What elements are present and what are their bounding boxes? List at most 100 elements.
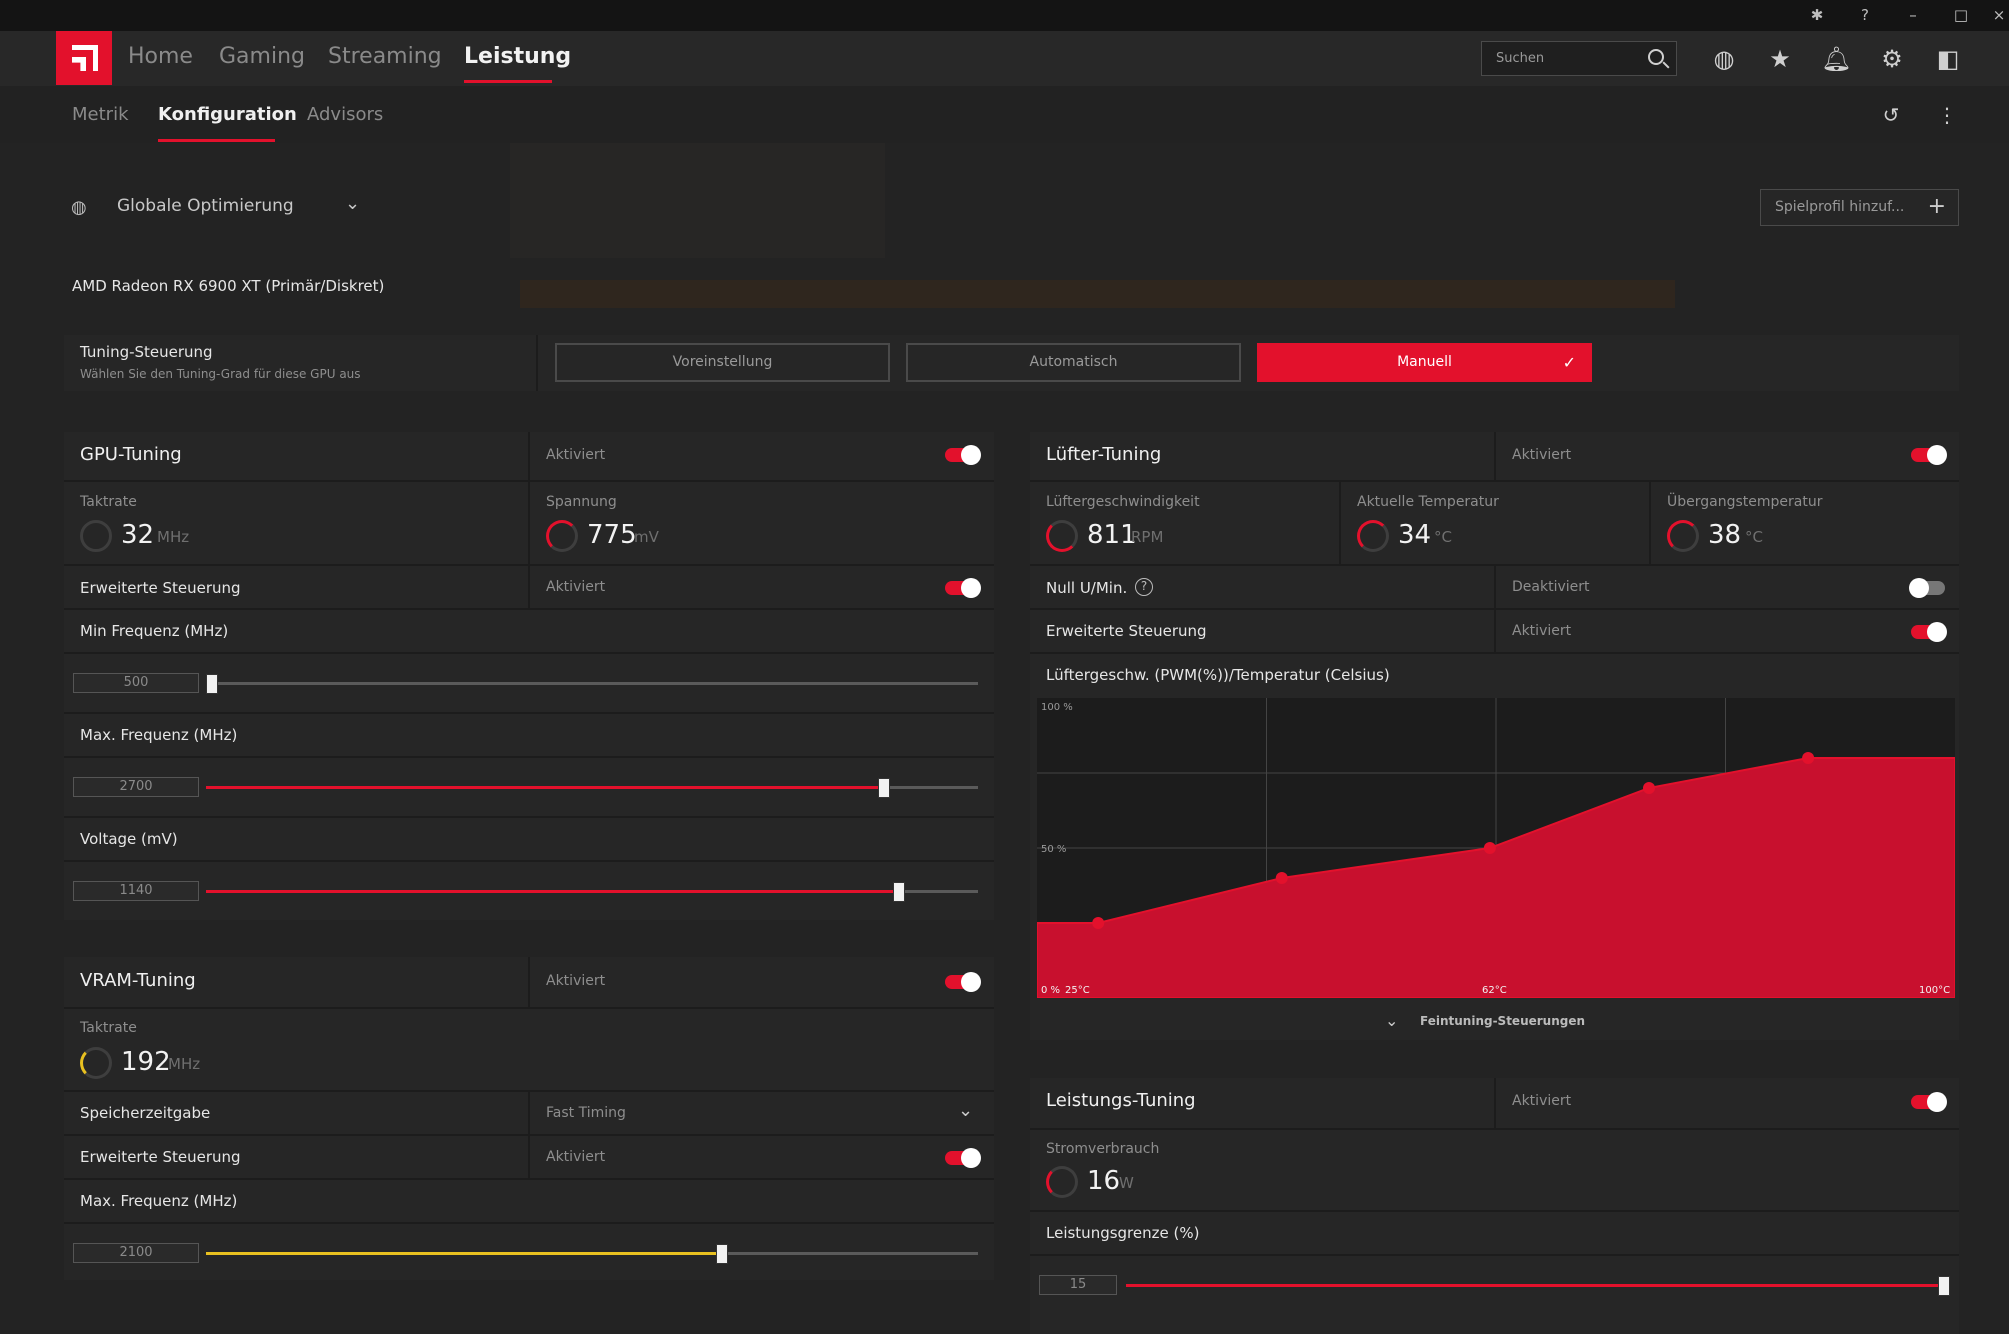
gpu-adv-control-toggle[interactable] [945,578,981,598]
vram-tuning-toggle[interactable] [945,972,981,992]
vram-clock-unit: MHz [168,1055,201,1073]
fine-tune-controls-link[interactable]: Feintuning-Steuerungen [1420,1014,1586,1028]
checkmark-icon: ✓ [1562,353,1576,372]
gpu-tuning-toggle[interactable] [945,445,981,465]
fan-curve-point[interactable] [1275,872,1288,884]
fan-speed-label: Lüftergeschwindigkeit [1046,494,1200,510]
gpu-adv-control-label: Erweiterte Steuerung [80,579,241,597]
chevron-down-icon[interactable]: ⌄ [958,1100,974,1121]
tab-advisors[interactable]: Advisors [307,104,384,125]
power-draw-unit: W [1119,1174,1134,1192]
divider [1030,480,1959,482]
memory-timing-label: Speicherzeitgabe [80,1104,211,1122]
sub-navigation [0,86,2009,143]
chevron-down-icon[interactable]: ⌄ [1385,1011,1399,1030]
tab-konfiguration[interactable]: Konfiguration [158,104,297,125]
divider [1030,1210,1959,1212]
vram-max-freq-slider-thumb[interactable] [715,1244,728,1264]
fan-adv-control-toggle[interactable] [1911,622,1947,642]
fan-curve-point[interactable] [1483,842,1496,854]
fan-curve-svg[interactable]: 100 % 50 % 0 % 25°C 62°C 100°C [1036,698,1956,999]
reset-icon[interactable]: ↺ [1882,103,1900,127]
bell-icon[interactable]: 🔔︎ [1821,45,1852,73]
background-banner-art [510,143,885,258]
close-icon[interactable]: × [1992,6,2006,24]
divider [1030,652,1959,654]
chevron-down-icon[interactable]: ⌄ [345,193,361,214]
fan-curve-points [1092,752,1815,929]
preset-button[interactable]: Voreinstellung [555,343,890,382]
star-icon[interactable]: ★ [1769,45,1791,73]
voltage-slider-thumb[interactable] [893,882,906,902]
nav-leistung[interactable]: Leistung [464,44,572,69]
fan-adv-control-label: Erweiterte Steuerung [1046,622,1207,640]
junction-temp-unit: °C [1745,528,1763,546]
power-tuning-status: Aktiviert [1512,1093,1572,1109]
divider [64,712,994,714]
add-game-profile-button[interactable]: Spielprofil hinzuf... + [1760,189,1959,226]
vram-max-freq-label: Max. Frequenz (MHz) [80,1192,238,1210]
min-freq-slider-thumb[interactable] [206,674,218,694]
max-freq-input[interactable]: 2700 [73,777,199,797]
background-banner-strip [520,280,1675,308]
gpu-clock-unit: MHz [157,528,190,546]
vram-tuning-title: VRAM-Tuning [80,970,196,991]
profile-selector[interactable]: Globale Optimierung [117,196,294,216]
vram-clock-label: Taktrate [80,1020,137,1036]
vram-clock-value: 192 [121,1047,171,1077]
sidebar-toggle-icon[interactable]: ◧ [1936,45,1960,73]
junction-temp-value: 38 [1708,520,1742,550]
power-limit-slider-thumb[interactable] [1938,1276,1950,1296]
junction-temp-gauge [1667,520,1699,552]
fan-speed-unit: RPM [1131,528,1164,546]
divider [1649,482,1651,564]
fan-tuning-toggle[interactable] [1911,445,1947,465]
more-options-icon[interactable]: ⋮ [1937,103,1957,127]
vram-adv-control-toggle[interactable] [945,1148,981,1168]
divider [1030,1254,1959,1256]
maximize-icon[interactable]: □ [1953,6,1969,24]
fan-curve-chart[interactable]: 100 % 50 % 0 % 25°C 62°C 100°C [1036,698,1956,999]
add-game-profile-label: Spielprofil hinzuf... [1775,199,1905,215]
help-icon[interactable]: ? [1861,6,1869,24]
amd-logo[interactable] [56,31,112,85]
y-tick-label-100: 100 % [1041,702,1073,713]
fan-speed-value: 811 [1087,520,1137,550]
divider [64,564,994,566]
max-freq-slider-thumb[interactable] [877,778,890,798]
vram-tuning-status: Aktiviert [546,973,606,989]
vram-max-freq-input[interactable]: 2100 [73,1243,199,1263]
fan-adv-control-status: Aktiviert [1512,623,1572,639]
divider [64,756,994,758]
gpu-adv-control-status: Aktiviert [546,579,606,595]
fan-curve-point[interactable] [1643,782,1655,794]
globe-icon[interactable]: ◍ [1713,45,1735,73]
nav-home[interactable]: Home [128,44,193,69]
help-icon[interactable]: ? [1135,578,1153,596]
automatic-button[interactable]: Automatisch [906,343,1241,382]
manual-button[interactable]: Manuell ✓ [1257,343,1592,382]
voltage-input[interactable]: 1140 [73,881,199,901]
search-input[interactable]: Suchen [1481,41,1677,76]
tab-active-indicator [158,139,275,142]
search-placeholder: Suchen [1496,51,1545,66]
minimize-icon[interactable]: – [1909,6,1917,24]
power-limit-input[interactable]: 15 [1039,1275,1117,1295]
manual-button-label: Manuell [1397,354,1452,370]
fan-curve-point[interactable] [1092,917,1105,929]
zero-rpm-toggle[interactable] [1909,578,1945,598]
current-temp-unit: °C [1434,528,1452,546]
current-temp-label: Aktuelle Temperatur [1357,494,1499,510]
nav-gaming[interactable]: Gaming [219,44,305,69]
min-freq-slider-track[interactable] [206,682,978,685]
bug-report-icon[interactable]: ✱ [1810,6,1824,24]
memory-timing-dropdown[interactable]: Fast Timing [546,1105,626,1121]
divider [1030,1128,1959,1130]
tab-metrik[interactable]: Metrik [72,104,129,125]
min-freq-input[interactable]: 500 [73,673,199,693]
nav-streaming[interactable]: Streaming [328,44,442,69]
divider [64,480,994,482]
fan-curve-point[interactable] [1802,752,1815,764]
gear-icon[interactable]: ⚙ [1881,45,1903,73]
power-tuning-toggle[interactable] [1911,1092,1947,1112]
